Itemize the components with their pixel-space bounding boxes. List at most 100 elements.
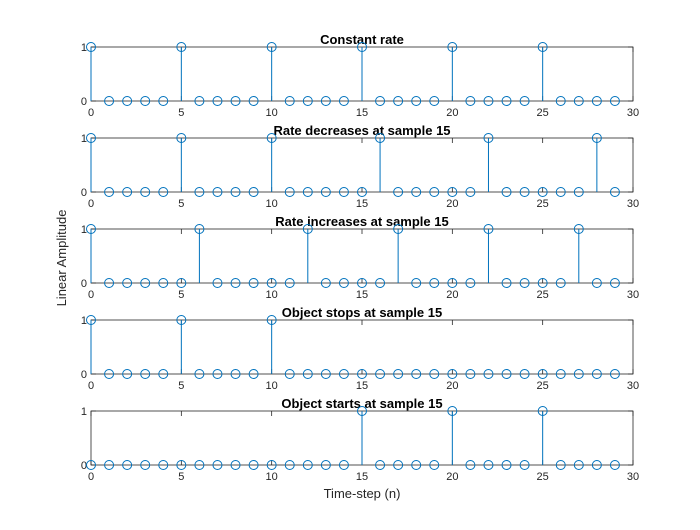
x-tick-label: 15 — [356, 380, 368, 392]
x-tick-label: 0 — [88, 380, 94, 392]
stem-marker — [248, 460, 259, 470]
stem-marker — [320, 278, 331, 288]
x-tick-label: 5 — [178, 380, 184, 392]
stem-marker — [194, 96, 205, 106]
stem-marker — [212, 369, 223, 379]
stem-marker — [555, 187, 566, 197]
stem-marker — [176, 315, 187, 325]
stem-marker — [429, 187, 440, 197]
stem-marker — [320, 369, 331, 379]
stem-marker — [357, 406, 367, 416]
stem-marker — [483, 369, 494, 379]
stem-marker — [609, 187, 620, 197]
subplot-title-rate-decreases-at-sample-15: Rate decreases at sample 15 — [273, 123, 450, 138]
stem-marker — [411, 278, 422, 288]
stem-marker — [104, 96, 115, 106]
stem-marker — [320, 96, 331, 106]
stem-marker — [212, 460, 223, 470]
stem-marker — [519, 460, 530, 470]
stem-marker — [86, 460, 96, 470]
stem-marker — [248, 278, 259, 288]
stem-marker — [573, 96, 584, 106]
stem-marker — [158, 369, 169, 379]
stem-marker — [483, 460, 494, 470]
stem-marker — [555, 369, 566, 379]
x-tick-label: 25 — [537, 107, 549, 119]
stem-marker — [447, 406, 458, 416]
stem-marker — [302, 96, 313, 106]
stem-marker — [176, 278, 187, 288]
stem-marker — [338, 460, 349, 470]
stem-marker — [501, 460, 512, 470]
stem-marker — [447, 42, 458, 52]
y-tick-label: 1 — [81, 315, 87, 327]
subplot-title-constant-rate: Constant rate — [320, 32, 404, 47]
stem-marker — [320, 187, 331, 197]
x-tick-label: 30 — [627, 380, 639, 392]
stem-marker — [357, 369, 367, 379]
x-axis-label: Time-step (n) — [324, 486, 401, 501]
stem-marker — [194, 369, 205, 379]
stem-marker — [465, 278, 476, 288]
stem-marker — [375, 369, 386, 379]
stem-marker — [230, 187, 241, 197]
stem-marker — [122, 460, 133, 470]
stem-marker — [284, 369, 295, 379]
stem-marker — [194, 187, 205, 197]
x-tick-label: 0 — [88, 471, 94, 483]
y-tick-label: 0 — [81, 187, 87, 199]
subplot-1: 0 5 10 15 20 25 30 0 1 Constant rate — [81, 32, 639, 119]
subplot-title-object-stops-at-sample-15: Object stops at sample 15 — [282, 305, 442, 320]
axes-box — [90, 319, 634, 375]
subplot-3: 0 5 10 15 20 25 30 0 1 Rate increases at sample 1… — [81, 214, 639, 301]
stem-marker — [429, 96, 440, 106]
stem-marker — [465, 369, 476, 379]
stem-marker — [501, 96, 512, 106]
stem-marker — [609, 369, 620, 379]
stem-marker — [393, 369, 404, 379]
x-tick-label: 20 — [446, 380, 458, 392]
stem-marker — [320, 460, 331, 470]
stem-marker — [573, 369, 584, 379]
stem-marker — [519, 278, 530, 288]
stem-marker — [591, 133, 602, 143]
stem-marker — [140, 460, 151, 470]
stem-marker — [86, 133, 96, 143]
stem-marker — [447, 278, 458, 288]
stem-marker — [519, 369, 530, 379]
stem-marker — [609, 460, 620, 470]
x-tick-label: 10 — [266, 107, 278, 119]
stem-marker — [338, 278, 349, 288]
stem-marker — [302, 224, 313, 234]
x-tick-label: 15 — [356, 471, 368, 483]
stem-marker — [302, 187, 313, 197]
stem-marker — [465, 460, 476, 470]
stem-marker — [411, 187, 422, 197]
stem-marker — [176, 133, 187, 143]
stem-marker — [158, 460, 169, 470]
stem-marker — [140, 369, 151, 379]
stem-marker — [519, 187, 530, 197]
stem-marker — [122, 96, 133, 106]
y-axis-label: Linear Amplitude — [54, 210, 69, 307]
x-tick-label: 15 — [356, 289, 368, 301]
stem-marker — [230, 96, 241, 106]
x-tick-label: 5 — [178, 198, 184, 210]
stem-marker — [591, 460, 602, 470]
stem-marker — [302, 369, 313, 379]
stem-marker — [501, 278, 512, 288]
stem-marker — [212, 96, 223, 106]
y-tick-label: 0 — [81, 278, 87, 290]
stem-marker — [555, 96, 566, 106]
stem-marker — [375, 460, 386, 470]
stem-marker — [591, 369, 602, 379]
stem-marker — [393, 187, 404, 197]
x-tick-label: 30 — [627, 289, 639, 301]
stem-marker — [158, 187, 169, 197]
x-tick-label: 15 — [356, 107, 368, 119]
x-tick-label: 30 — [627, 198, 639, 210]
subplot-4: 0 5 10 15 20 25 30 0 1 Object stops at sample 15 — [81, 305, 639, 392]
axes-box — [90, 137, 634, 193]
stem-marker — [86, 224, 96, 234]
